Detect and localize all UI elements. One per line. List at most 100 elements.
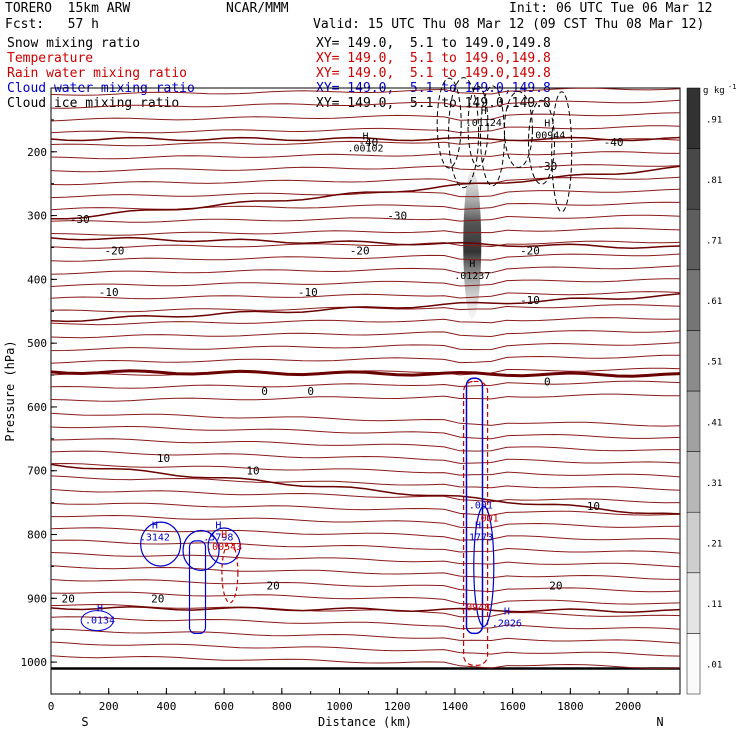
isotherm-line [50,488,681,504]
x-tick-label: 800 [272,700,292,713]
colorbar-segment [686,269,701,331]
extremum-mark: H [221,530,227,541]
isotherm-line [50,188,681,199]
model-title: TORERO 15km ARW [5,1,131,16]
extremum-value: .00944 [529,131,565,142]
extremum-value: .0948 [460,603,490,614]
snow-shading [463,169,482,320]
x-tick-label: 600 [214,700,234,713]
extremum-value: .00543 [206,542,242,553]
isotherm-line [50,628,681,644]
cloud-ice-contour [467,85,489,167]
extremum-mark: H [544,119,550,130]
isotherm-line [50,112,681,122]
isotherm-line [50,393,681,402]
isotherm-line [50,151,681,160]
field-name-rain: Rain water mixing ratio [7,66,188,81]
isotherm-line [50,502,681,516]
isotherm-label: 10 [246,465,259,478]
isotherm-line [50,462,681,478]
isotherm-line [50,603,681,618]
isotherm-line [50,450,681,464]
center-label: NCAR/MMM [226,1,289,16]
colorbar-unit: g kg [703,86,725,96]
isotherm-line [50,412,681,427]
isotherm-line [50,265,681,275]
y-tick-label: 200 [27,146,47,159]
cloud-ice-contour [551,91,573,213]
isotherm-line [50,655,681,669]
isotherm-line [50,304,681,313]
isotherm-line [50,227,681,236]
colorbar-segment [686,633,701,695]
isotherm-line [50,354,681,364]
extremum-value: .2026 [492,619,522,630]
y-tick-label: 1000 [21,656,48,669]
isotherm-label: -10 [520,294,540,307]
isotherm-label: -20 [105,245,125,258]
isotherm-line [50,87,681,96]
colorbar-label: .81 [706,176,722,186]
x-tick-label: 1800 [557,700,584,713]
isotherm-label: 10 [157,452,170,465]
x-tick-label: 1000 [326,700,353,713]
extremum-mark: H [475,521,481,532]
isotherm-label: -30 [387,210,407,223]
isotherm-line [50,201,681,211]
extremum-value: .0134 [85,615,115,626]
isotherm-label: 20 [267,580,280,593]
isotherm-line [50,330,681,339]
cloud-water-contour [188,540,207,635]
isotherm-labeled-line [50,369,681,378]
cloud-water-contour [207,527,241,565]
isotherm-line [50,125,681,134]
extremum-value: .01124 [466,118,502,129]
cloud-ice-contour [503,90,533,168]
rain-water-contour [221,542,239,604]
isotherm-label: 20 [151,592,164,605]
field-xy-temperature: XY= 149.0, 5.1 to 149.0,149.8 [316,51,551,66]
colorbar-unit-exponent: -1 [728,83,736,91]
colorbar-segment [686,87,701,149]
isotherm-labeled-line [50,463,681,515]
extremum-mark: H [97,603,103,614]
cloud-water-contour [80,610,114,632]
cloud-water-contour [473,505,495,628]
extremum-value: .001 [469,501,493,512]
extremum-value: .5798 [203,533,233,544]
extremum-value: .001 [475,513,499,524]
isotherm-label: -20 [350,245,370,258]
cloud-ice-contour [479,85,505,187]
y-tick-label: 900 [27,592,47,605]
extremum-mark: H [362,131,368,142]
extremum-value: .01237 [454,271,490,282]
forecast-hour: Fcst: 57 h [5,17,99,32]
isotherm-line [50,591,681,605]
isotherm-line [50,565,681,580]
field-xy-cloud-ice: XY= 149.0, 5.1 to 149.0,149.8 [316,96,551,111]
isotherm-line [50,380,681,389]
colorbar-segment [686,330,701,392]
x-tick-label: 1200 [384,700,411,713]
extremum-mark: H [469,259,475,270]
plot-frame [50,87,681,695]
extremum-value: .00102 [347,143,383,154]
isotherm-label: 0 [261,385,268,398]
isotherm-line [50,539,681,554]
isotherm-line [50,438,680,452]
isotherm-label: -40 [604,136,624,149]
isotherm-line [51,514,681,529]
x-tick-label: 0 [48,700,55,713]
colorbar-segment [686,451,701,513]
isotherm-line [50,278,680,287]
isotherm-line [50,552,681,568]
x-axis-label: Distance (km) [318,715,412,729]
y-tick-label: 800 [27,529,47,542]
isotherm-line [50,99,681,109]
cloud-ice-contour [448,77,480,189]
cloud-water-contour [140,521,182,567]
x-tick-label: 1400 [442,700,469,713]
isotherm-labeled-line [50,236,681,249]
extremum-mark: H [215,521,221,532]
